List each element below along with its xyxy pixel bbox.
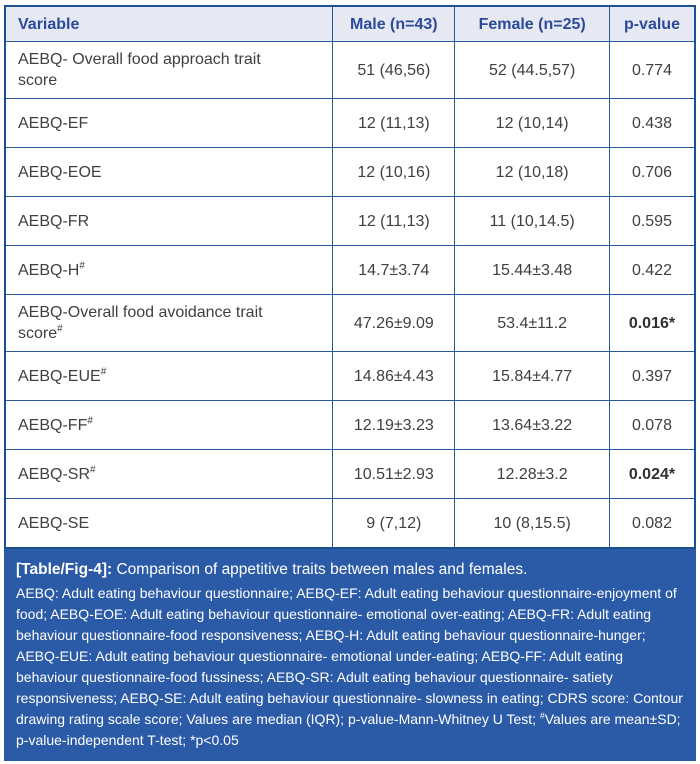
- male-cell: 14.86±4.43: [332, 351, 456, 401]
- female-cell: 13.64±3.22: [454, 400, 610, 450]
- table-row: AEBQ-SR# 10.51±2.93 12.28±3.2 0.024*: [4, 449, 696, 499]
- variable-name: AEBQ-FF: [18, 416, 88, 434]
- pvalue-cell: 0.438: [608, 98, 696, 148]
- variable-cell: AEBQ-SR#: [4, 449, 334, 499]
- table-row: AEBQ-FR 12 (11,13) 11 (10,14.5) 0.595: [4, 196, 696, 246]
- table-row: AEBQ-EUE# 14.86±4.43 15.84±4.77 0.397: [4, 351, 696, 401]
- variable-name: AEBQ-EF: [18, 114, 89, 132]
- male-cell: 14.7±3.74: [332, 245, 456, 295]
- variable-name: AEBQ-FR: [18, 212, 90, 230]
- table-row: AEBQ-H# 14.7±3.74 15.44±3.48 0.422: [4, 245, 696, 295]
- variable-cell: AEBQ-FR: [4, 196, 334, 246]
- variable-name: AEBQ-EOE: [18, 163, 102, 181]
- female-cell: 52 (44.5,57): [454, 41, 610, 99]
- variable-name: AEBQ-Overall food avoidance trait score: [18, 304, 263, 342]
- variable-cell: AEBQ-EOE: [4, 147, 334, 197]
- footnote-text-1: AEBQ: Adult eating behaviour questionnai…: [16, 585, 683, 727]
- column-header-male: Male (n=43): [332, 5, 456, 42]
- variable-name: AEBQ- Overall food approach trait score: [18, 51, 261, 89]
- female-cell: 15.84±4.77: [454, 351, 610, 401]
- variable-cell: AEBQ-EUE#: [4, 351, 334, 401]
- table-row: AEBQ-Overall food avoidance trait score#…: [4, 294, 696, 352]
- caption-title: [Table/Fig-4]: Comparison of appetitive …: [16, 558, 684, 581]
- female-cell: 10 (8,15.5): [454, 498, 610, 549]
- variable-name: AEBQ-EUE: [18, 367, 101, 385]
- variable-cell: AEBQ-EF: [4, 98, 334, 148]
- female-cell: 53.4±11.2: [454, 294, 610, 352]
- table-row: AEBQ-EOE 12 (10,16) 12 (10,18) 0.706: [4, 147, 696, 197]
- pvalue-cell: 0.422: [608, 245, 696, 295]
- variable-cell: AEBQ-H#: [4, 245, 334, 295]
- variable-superscript: #: [87, 415, 93, 427]
- variable-cell: AEBQ-Overall food avoidance trait score#: [4, 294, 334, 352]
- female-cell: 12 (10,18): [454, 147, 610, 197]
- column-header-female: Female (n=25): [454, 5, 610, 42]
- table-body: AEBQ- Overall food approach trait score 5…: [4, 41, 696, 549]
- pvalue-cell: 0.595: [608, 196, 696, 246]
- male-cell: 12 (10,16): [332, 147, 456, 197]
- pvalue-cell: 0.774: [608, 41, 696, 99]
- male-cell: 9 (7,12): [332, 498, 456, 549]
- variable-name: AEBQ-SE: [18, 514, 90, 532]
- caption-block: [Table/Fig-4]: Comparison of appetitive …: [4, 549, 696, 761]
- table-header-row: Variable Male (n=43) Female (n=25) p-val…: [4, 5, 696, 42]
- variable-cell: AEBQ-SE: [4, 498, 334, 549]
- table-row: AEBQ-SE 9 (7,12) 10 (8,15.5) 0.082: [4, 498, 696, 549]
- pvalue-cell: 0.024*: [608, 449, 696, 499]
- male-cell: 12 (11,13): [332, 196, 456, 246]
- variable-name: AEBQ-H: [18, 261, 80, 279]
- table-row: AEBQ-EF 12 (11,13) 12 (10,14) 0.438: [4, 98, 696, 148]
- male-cell: 47.26±9.09: [332, 294, 456, 352]
- caption-footnote: AEBQ: Adult eating behaviour questionnai…: [16, 583, 684, 751]
- pvalue-cell: 0.082: [608, 498, 696, 549]
- pvalue-cell: 0.706: [608, 147, 696, 197]
- female-cell: 12.28±3.2: [454, 449, 610, 499]
- male-cell: 12.19±3.23: [332, 400, 456, 450]
- column-header-variable: Variable: [4, 5, 334, 42]
- male-cell: 10.51±2.93: [332, 449, 456, 499]
- variable-cell: AEBQ-FF#: [4, 400, 334, 450]
- variable-superscript: #: [57, 323, 63, 335]
- pvalue-cell: 0.016*: [608, 294, 696, 352]
- variable-superscript: #: [100, 366, 107, 378]
- female-cell: 12 (10,14): [454, 98, 610, 148]
- table-row: AEBQ-FF# 12.19±3.23 13.64±3.22 0.078: [4, 400, 696, 450]
- variable-cell: AEBQ- Overall food approach trait score: [4, 41, 334, 99]
- variable-superscript: #: [79, 260, 85, 272]
- comparison-table: Variable Male (n=43) Female (n=25) p-val…: [4, 5, 696, 549]
- female-cell: 15.44±3.48: [454, 245, 610, 295]
- pvalue-cell: 0.078: [608, 400, 696, 450]
- column-header-pvalue: p-value: [608, 5, 696, 42]
- female-cell: 11 (10,14.5): [454, 196, 610, 246]
- caption-title-text: Comparison of appetitive traits between …: [112, 561, 528, 578]
- male-cell: 51 (46,56): [332, 41, 456, 99]
- male-cell: 12 (11,13): [332, 98, 456, 148]
- caption-label: [Table/Fig-4]:: [16, 561, 113, 578]
- pvalue-cell: 0.397: [608, 351, 696, 401]
- variable-superscript: #: [90, 464, 96, 476]
- variable-name: AEBQ-SR: [18, 465, 91, 483]
- table-row: AEBQ- Overall food approach trait score 5…: [4, 41, 696, 99]
